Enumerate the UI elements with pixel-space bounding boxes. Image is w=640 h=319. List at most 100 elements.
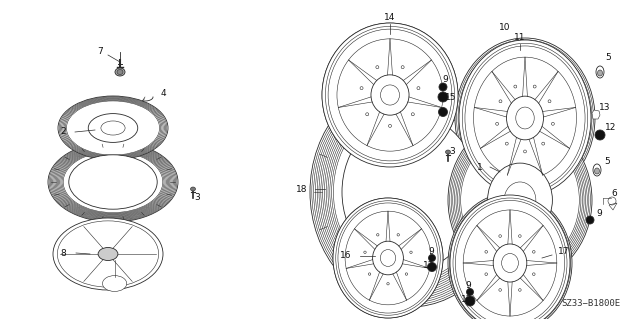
Circle shape <box>524 150 527 153</box>
Text: 7: 7 <box>97 48 103 56</box>
Ellipse shape <box>459 40 591 196</box>
Text: 10: 10 <box>499 23 511 32</box>
Ellipse shape <box>191 187 195 191</box>
Ellipse shape <box>502 254 518 272</box>
Text: 12: 12 <box>605 123 617 132</box>
Ellipse shape <box>380 249 396 266</box>
Circle shape <box>412 113 414 116</box>
Ellipse shape <box>455 38 595 198</box>
Text: 12: 12 <box>423 261 435 270</box>
Circle shape <box>410 251 412 254</box>
Circle shape <box>429 255 435 262</box>
Text: 9: 9 <box>596 209 602 218</box>
Ellipse shape <box>448 118 592 282</box>
Ellipse shape <box>506 96 543 140</box>
Circle shape <box>369 273 371 275</box>
Circle shape <box>376 66 379 69</box>
Ellipse shape <box>516 107 534 129</box>
Ellipse shape <box>102 276 127 292</box>
Circle shape <box>360 87 363 90</box>
Text: SZ33−B1800E: SZ33−B1800E <box>561 299 620 308</box>
Ellipse shape <box>445 150 451 154</box>
Ellipse shape <box>342 114 478 270</box>
Circle shape <box>552 122 554 125</box>
Circle shape <box>495 122 499 125</box>
Ellipse shape <box>493 82 557 154</box>
Text: 4: 4 <box>160 88 166 98</box>
Text: 11: 11 <box>515 33 525 42</box>
Circle shape <box>518 235 521 237</box>
Circle shape <box>467 288 474 295</box>
Circle shape <box>376 234 379 236</box>
Ellipse shape <box>488 163 552 237</box>
Ellipse shape <box>448 193 572 319</box>
Ellipse shape <box>380 85 399 105</box>
Ellipse shape <box>88 114 138 142</box>
Ellipse shape <box>69 155 157 209</box>
Circle shape <box>586 216 594 224</box>
Circle shape <box>397 234 399 236</box>
Circle shape <box>388 124 392 127</box>
Circle shape <box>533 85 536 88</box>
Ellipse shape <box>450 195 570 319</box>
Circle shape <box>518 289 521 291</box>
Circle shape <box>387 283 389 285</box>
Circle shape <box>417 87 420 90</box>
Ellipse shape <box>482 232 538 294</box>
Ellipse shape <box>371 75 409 115</box>
Circle shape <box>532 250 535 253</box>
Circle shape <box>595 130 605 140</box>
Circle shape <box>485 273 488 276</box>
Text: 9: 9 <box>428 248 434 256</box>
Circle shape <box>405 273 408 275</box>
Ellipse shape <box>101 121 125 135</box>
Text: 13: 13 <box>599 103 611 113</box>
Circle shape <box>499 235 502 237</box>
Text: 18: 18 <box>296 184 308 194</box>
Text: 1: 1 <box>477 162 483 172</box>
Text: 6: 6 <box>611 189 617 197</box>
Text: 3: 3 <box>449 146 455 155</box>
Circle shape <box>548 100 551 103</box>
Ellipse shape <box>595 168 600 174</box>
Ellipse shape <box>322 23 458 167</box>
Text: 17: 17 <box>558 248 570 256</box>
Ellipse shape <box>497 248 524 278</box>
Circle shape <box>499 289 502 291</box>
Text: 3: 3 <box>194 194 200 203</box>
Text: 15: 15 <box>445 93 457 102</box>
Circle shape <box>514 85 516 88</box>
Circle shape <box>428 263 436 271</box>
Text: 8: 8 <box>60 249 66 257</box>
Ellipse shape <box>333 198 443 318</box>
Circle shape <box>439 83 447 91</box>
Ellipse shape <box>598 70 602 76</box>
Circle shape <box>401 66 404 69</box>
Ellipse shape <box>596 66 604 78</box>
Text: 16: 16 <box>340 251 352 261</box>
Ellipse shape <box>98 248 118 261</box>
Ellipse shape <box>53 218 163 290</box>
Circle shape <box>541 142 545 145</box>
Text: 5: 5 <box>604 158 610 167</box>
Text: 9: 9 <box>465 281 471 291</box>
Text: 5: 5 <box>605 54 611 63</box>
Circle shape <box>485 250 488 253</box>
Text: 9: 9 <box>442 76 448 85</box>
Circle shape <box>506 142 508 145</box>
Circle shape <box>465 296 475 306</box>
Ellipse shape <box>58 96 168 160</box>
Circle shape <box>532 273 535 276</box>
Ellipse shape <box>117 70 123 75</box>
Ellipse shape <box>509 100 540 136</box>
Circle shape <box>499 100 502 103</box>
Text: 12: 12 <box>461 294 473 303</box>
Ellipse shape <box>504 182 536 218</box>
Circle shape <box>365 113 369 116</box>
Text: 14: 14 <box>384 13 396 23</box>
Circle shape <box>438 108 447 116</box>
Circle shape <box>438 92 448 102</box>
Ellipse shape <box>115 68 125 76</box>
Polygon shape <box>592 110 600 119</box>
Circle shape <box>364 251 366 254</box>
